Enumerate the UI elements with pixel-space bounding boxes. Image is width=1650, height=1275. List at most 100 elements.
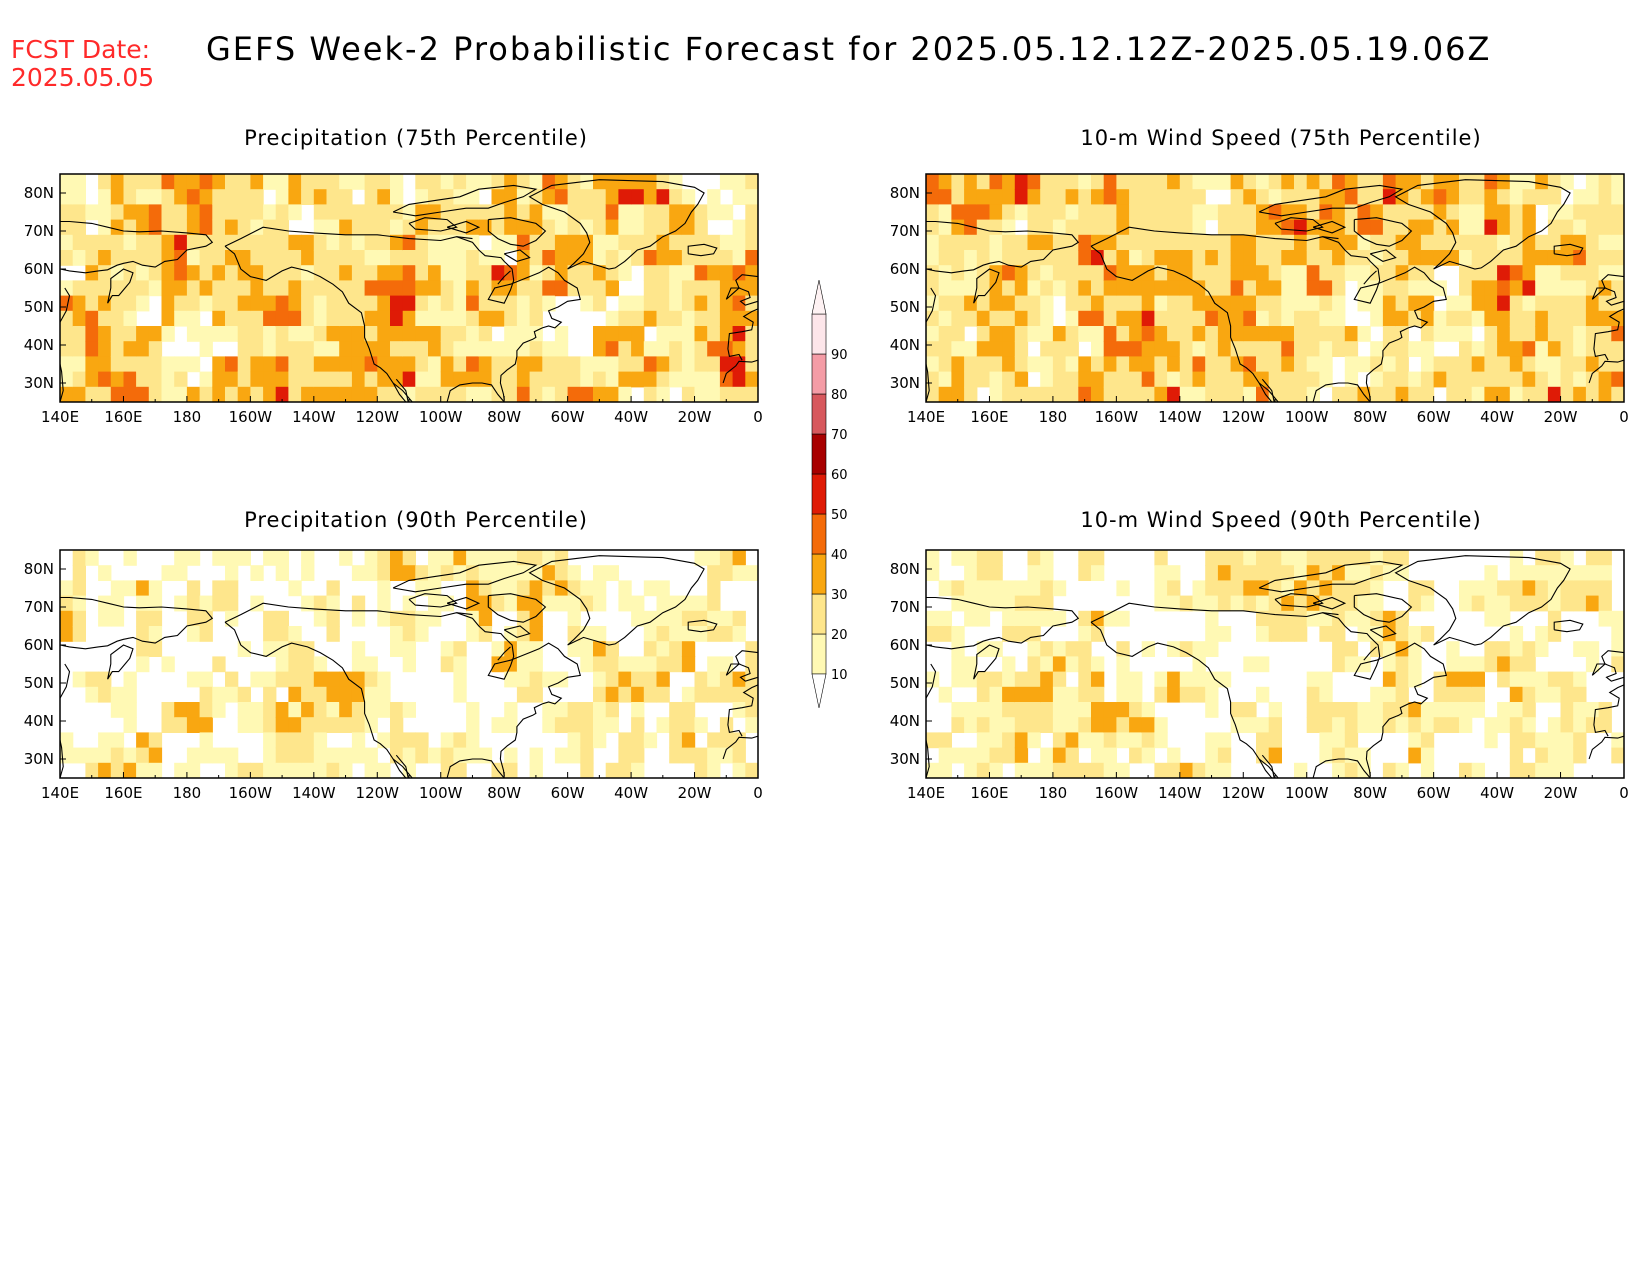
shading-cell (1065, 250, 1079, 266)
shading-cell (1446, 686, 1460, 703)
shading-cell (1611, 641, 1624, 657)
shading-cell (453, 656, 467, 673)
shading-cell (1522, 204, 1536, 221)
lon-label: 160W (229, 784, 273, 802)
shading-cell (694, 295, 708, 312)
shading-cell (1217, 747, 1232, 764)
shading-cell (1052, 280, 1067, 297)
shading-cell (339, 747, 353, 764)
shading-cell (466, 550, 480, 566)
shading-cell (580, 189, 594, 205)
shading-cell (1306, 250, 1320, 266)
shading-cell (1497, 265, 1511, 281)
shading-cell (1433, 189, 1447, 205)
shading-cell (681, 189, 696, 205)
lat-label: 40N (890, 712, 920, 730)
shading-cell (1154, 219, 1168, 236)
shading-cell (1319, 341, 1333, 357)
coastline (926, 363, 930, 402)
shading-cell (1268, 747, 1282, 764)
shading-cell (212, 189, 226, 205)
shading-cell (964, 250, 978, 266)
shading-cell (976, 595, 991, 612)
shading-cell (1547, 295, 1562, 312)
shading-cell (1116, 204, 1130, 221)
shading-cell (1560, 204, 1574, 221)
shading-cell (618, 356, 632, 373)
shading-cell (1002, 580, 1016, 597)
shading-cell (1268, 189, 1282, 205)
colorbar-tick-label: 70 (831, 428, 848, 443)
shading-cell (1027, 265, 1041, 281)
shading-cell (1560, 580, 1574, 597)
shading-cell (1497, 671, 1511, 688)
lat-label: 70N (890, 598, 920, 616)
shading-cell (453, 250, 467, 266)
shading-cell (1040, 747, 1054, 764)
shading-cell (351, 656, 366, 673)
shading-cell (313, 686, 328, 703)
lon-label: 120W (1222, 784, 1266, 802)
shading-cell (1129, 250, 1143, 266)
shading-cell (745, 174, 758, 190)
shading-cell (1217, 565, 1232, 581)
shading-cell (1243, 356, 1257, 373)
shading-cell (263, 310, 277, 327)
shading-cell (1243, 204, 1257, 221)
shading-cell (643, 189, 658, 205)
shading-cell (951, 371, 965, 388)
shading-cell (989, 550, 1003, 566)
shading-cell (1357, 204, 1371, 221)
shading-cell (1103, 280, 1117, 297)
shading-cell (516, 219, 531, 236)
shading-cell (1116, 356, 1130, 373)
coastline (224, 226, 473, 247)
shading-cell (402, 265, 416, 281)
shading-cell (148, 371, 163, 388)
shading-cell (174, 295, 188, 312)
lon-label: 140W (292, 408, 336, 426)
shading-cell (123, 747, 137, 764)
shading-cell (1370, 580, 1384, 597)
shading-cell (351, 265, 366, 281)
shading-cell (1116, 686, 1130, 703)
shading-cell (1598, 310, 1612, 327)
shading-cell (1344, 732, 1359, 749)
shading-cell (529, 610, 543, 627)
shading-cell (707, 189, 721, 205)
shading-cell (1027, 386, 1041, 402)
shading-cell (643, 371, 658, 388)
shading-cell (964, 550, 978, 566)
shading-cell (593, 702, 607, 718)
shading-cell (225, 280, 239, 297)
shading-cell (745, 189, 758, 205)
shading-cell (1141, 732, 1155, 749)
shading-cell (1205, 386, 1219, 402)
shading-cell (1471, 310, 1485, 327)
shading-cell (554, 671, 569, 688)
shading-cell (1535, 595, 1549, 612)
shading-cell (542, 280, 556, 297)
shading-cell (1522, 326, 1536, 342)
shading-cell (415, 386, 429, 402)
shading-cell (976, 204, 991, 221)
shading-cell (719, 204, 734, 221)
shading-cell (466, 386, 480, 402)
shading-cell (1002, 671, 1016, 688)
shading-cell (186, 671, 201, 688)
shading-cell (1484, 265, 1498, 281)
shading-cell (161, 656, 175, 673)
shading-cell (440, 550, 454, 566)
shading-cell (1027, 189, 1041, 205)
lat-label: 70N (24, 598, 54, 616)
shading-cell (339, 341, 353, 357)
shading-cell (1408, 386, 1422, 402)
shading-cell (593, 219, 607, 236)
shading-cell (288, 310, 302, 327)
shading-cell (951, 265, 965, 281)
shading-cell (1052, 326, 1067, 342)
shading-cell (1103, 747, 1117, 764)
shading-cell (1192, 219, 1206, 236)
shading-cell (643, 280, 658, 297)
shading-cell (542, 250, 556, 266)
